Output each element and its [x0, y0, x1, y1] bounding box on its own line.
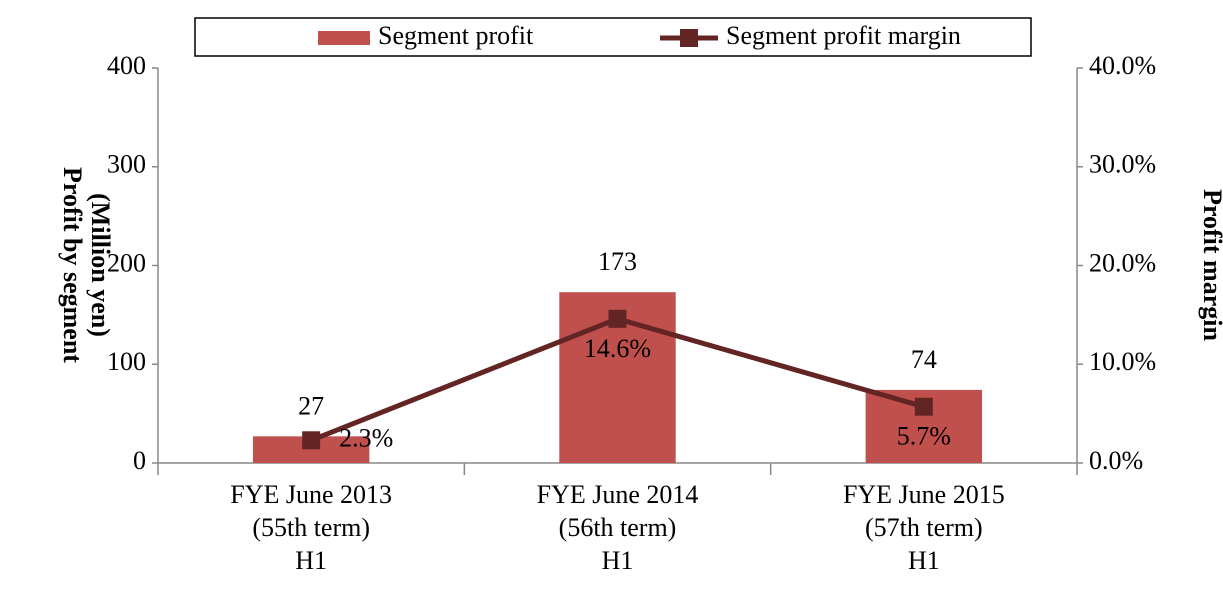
- y-tick-label: 100: [107, 347, 146, 376]
- y2-tick-label: 40.0%: [1089, 51, 1156, 80]
- x-tick-label: (55th term): [252, 513, 370, 542]
- y-tick-label: 200: [107, 248, 146, 277]
- line-value-label: 2.3%: [339, 423, 393, 452]
- y2-tick-label: 30.0%: [1089, 150, 1156, 179]
- y-tick-label: 0: [133, 446, 146, 475]
- y2-tick-label: 10.0%: [1089, 347, 1156, 376]
- y2-tick-label: 0.0%: [1089, 446, 1143, 475]
- line-marker: [608, 309, 627, 328]
- y-axis-title-line: Profit by segment: [58, 167, 87, 363]
- bar-value-label: 173: [598, 247, 637, 276]
- y2-axis-title: Profit margin: [1198, 189, 1223, 341]
- y2-tick-label: 20.0%: [1089, 248, 1156, 277]
- bar-value-label: 74: [911, 345, 937, 374]
- x-tick-label: (56th term): [559, 513, 677, 542]
- x-tick-label: (57th term): [865, 513, 983, 542]
- x-tick-label: FYE June 2014: [537, 480, 699, 509]
- legend-swatch: [318, 31, 370, 45]
- x-tick-label: FYE June 2013: [230, 480, 392, 509]
- line-marker: [914, 397, 933, 416]
- x-tick-label: FYE June 2015: [843, 480, 1005, 509]
- line-value-label: 14.6%: [584, 334, 651, 363]
- y-axis-title-line: (Million yen): [86, 193, 115, 337]
- legend-label: Segment profit margin: [726, 21, 961, 50]
- x-tick-label: H1: [295, 546, 327, 575]
- x-tick-label: H1: [602, 546, 634, 575]
- x-tick-label: H1: [908, 546, 940, 575]
- y-tick-label: 300: [107, 150, 146, 179]
- bar-value-label: 27: [298, 391, 324, 420]
- y-tick-label: 400: [107, 51, 146, 80]
- line-marker: [302, 431, 321, 450]
- y-axis-title: Profit by segment(Million yen): [58, 167, 115, 363]
- legend-marker: [680, 29, 698, 47]
- line-value-label: 5.7%: [897, 422, 951, 451]
- legend-label: Segment profit: [378, 21, 534, 50]
